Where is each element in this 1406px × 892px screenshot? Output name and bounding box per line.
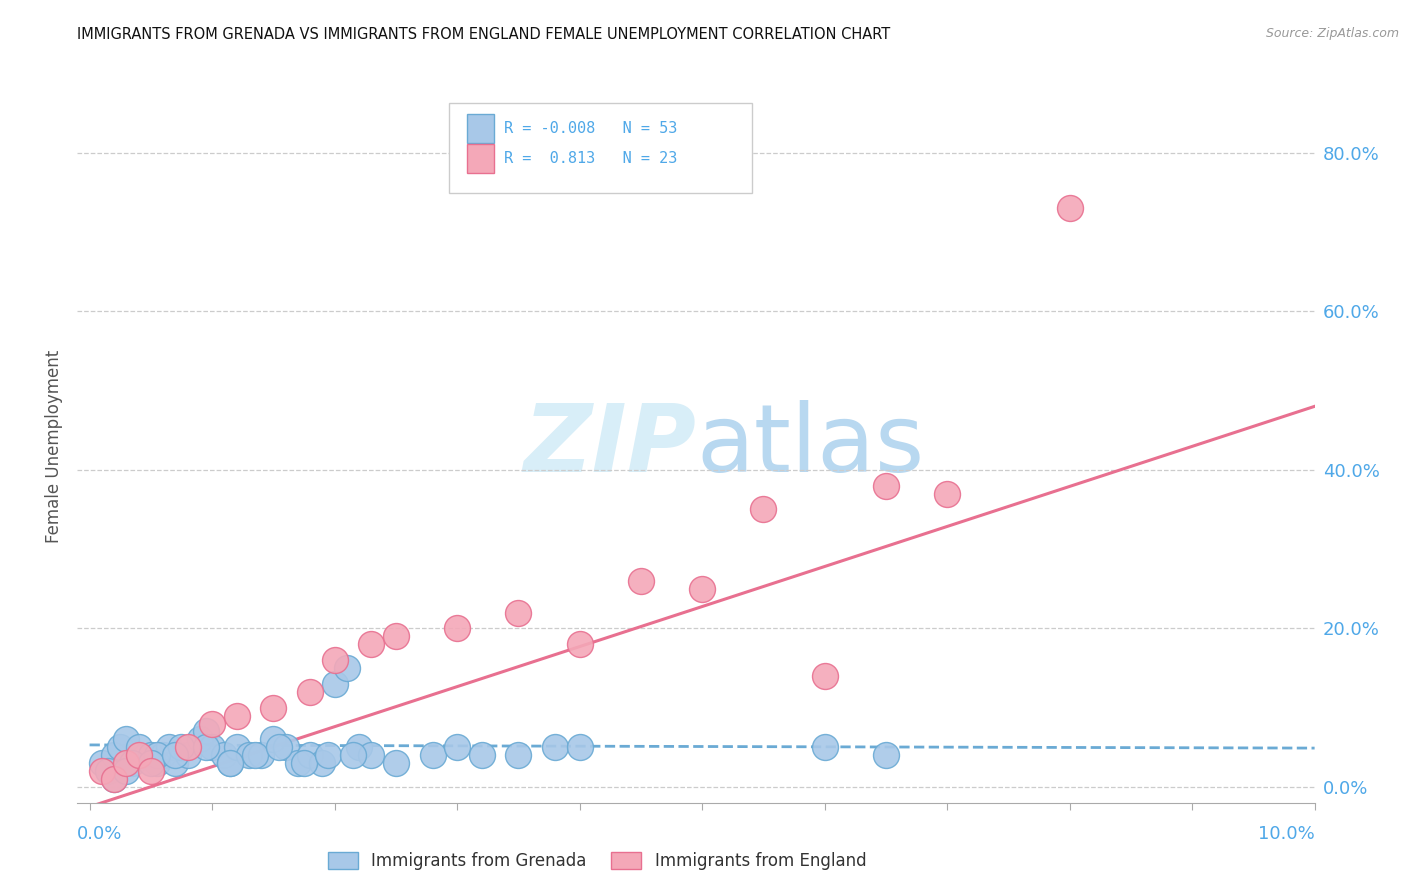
Point: [446, 740, 468, 755]
Point: [243, 748, 266, 763]
Text: Source: ZipAtlas.com: Source: ZipAtlas.com: [1265, 27, 1399, 40]
Point: [128, 748, 150, 763]
Point: [103, 772, 125, 786]
Point: [146, 756, 169, 771]
Text: R =  0.813   N = 23: R = 0.813 N = 23: [505, 151, 678, 166]
Point: [176, 740, 198, 755]
Point: [875, 748, 897, 763]
Point: [690, 582, 713, 596]
Point: [936, 486, 959, 500]
Text: 0.0%: 0.0%: [77, 825, 122, 843]
Point: [225, 708, 247, 723]
Point: [108, 740, 131, 755]
Legend: Immigrants from Grenada, Immigrants from England: Immigrants from Grenada, Immigrants from…: [321, 845, 873, 877]
Point: [318, 748, 340, 763]
Point: [115, 732, 138, 747]
Point: [146, 748, 169, 763]
Point: [336, 661, 359, 675]
Point: [121, 756, 143, 771]
Point: [875, 478, 897, 492]
Text: atlas: atlas: [696, 400, 924, 492]
FancyBboxPatch shape: [449, 103, 752, 193]
Point: [323, 677, 346, 691]
Point: [446, 621, 468, 635]
Point: [250, 748, 273, 763]
Point: [323, 653, 346, 667]
Point: [90, 756, 112, 771]
Point: [188, 732, 211, 747]
Point: [97, 764, 120, 778]
Point: [385, 629, 408, 643]
Point: [274, 740, 297, 755]
Point: [201, 716, 224, 731]
Bar: [467, 145, 495, 173]
Point: [194, 740, 217, 755]
Point: [813, 740, 835, 755]
Point: [813, 669, 835, 683]
Point: [544, 740, 567, 755]
Point: [299, 748, 322, 763]
Point: [422, 748, 444, 763]
Point: [360, 748, 382, 763]
Point: [287, 756, 309, 771]
Text: R = -0.008   N = 53: R = -0.008 N = 53: [505, 121, 678, 136]
Point: [1059, 201, 1081, 215]
Point: [262, 700, 284, 714]
Point: [90, 764, 112, 778]
Point: [103, 748, 125, 763]
Point: [152, 748, 174, 763]
Point: [139, 748, 162, 763]
Point: [262, 732, 284, 747]
Y-axis label: Female Unemployment: Female Unemployment: [45, 350, 63, 542]
Point: [219, 756, 242, 771]
Point: [225, 740, 247, 755]
Point: [347, 740, 370, 755]
Point: [139, 764, 162, 778]
Point: [139, 756, 162, 771]
Point: [165, 748, 187, 763]
Point: [165, 756, 187, 771]
Point: [471, 748, 494, 763]
Point: [115, 764, 138, 778]
Point: [201, 740, 224, 755]
Point: [568, 637, 591, 651]
Point: [214, 748, 236, 763]
Point: [385, 756, 408, 771]
Text: IMMIGRANTS FROM GRENADA VS IMMIGRANTS FROM ENGLAND FEMALE UNEMPLOYMENT CORRELATI: IMMIGRANTS FROM GRENADA VS IMMIGRANTS FR…: [77, 27, 890, 42]
Point: [299, 685, 322, 699]
Bar: [467, 114, 495, 143]
Point: [508, 748, 530, 763]
Point: [508, 606, 530, 620]
Point: [103, 772, 125, 786]
Point: [128, 740, 150, 755]
Text: ZIP: ZIP: [523, 400, 696, 492]
Point: [311, 756, 333, 771]
Point: [269, 740, 291, 755]
Point: [219, 756, 242, 771]
Text: 10.0%: 10.0%: [1258, 825, 1315, 843]
Point: [630, 574, 652, 588]
Point: [292, 756, 315, 771]
Point: [115, 756, 138, 771]
Point: [194, 724, 217, 739]
Point: [157, 740, 180, 755]
Point: [342, 748, 364, 763]
Point: [170, 740, 193, 755]
Point: [238, 748, 260, 763]
Point: [176, 748, 198, 763]
Point: [568, 740, 591, 755]
Point: [752, 502, 775, 516]
Point: [360, 637, 382, 651]
